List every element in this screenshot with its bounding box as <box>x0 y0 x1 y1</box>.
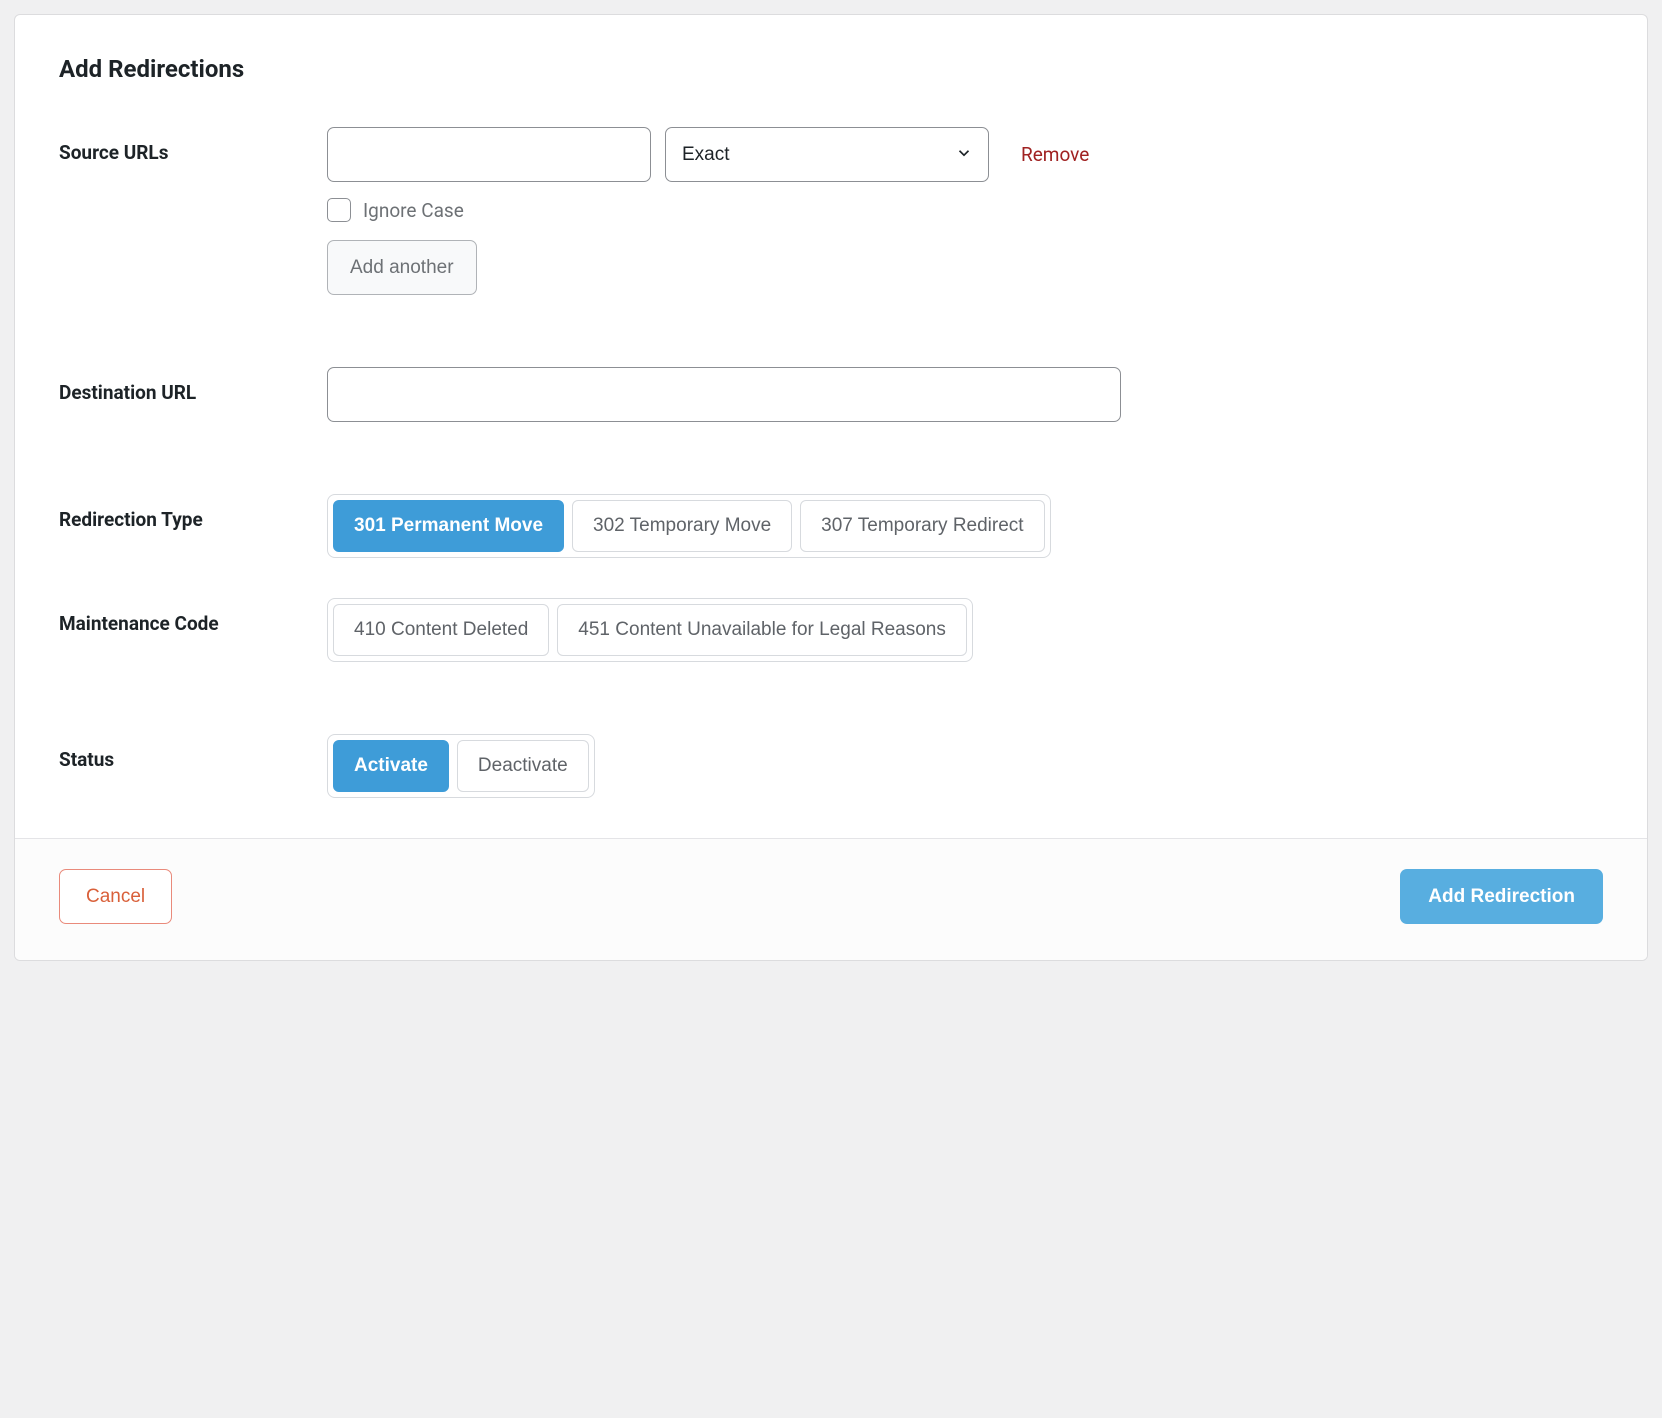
source-url-input[interactable] <box>327 127 651 182</box>
row-maintenance-code: Maintenance Code 410 Content Deleted 451… <box>59 598 1603 662</box>
maintenance-code-group: 410 Content Deleted 451 Content Unavaila… <box>327 598 973 662</box>
page-title: Add Redirections <box>59 55 1603 83</box>
card-footer: Cancel Add Redirection <box>15 838 1647 960</box>
status-activate[interactable]: Activate <box>333 740 449 792</box>
redirections-card: Add Redirections Source URLs Exact Remov… <box>14 14 1648 961</box>
row-status: Status Activate Deactivate <box>59 734 1603 798</box>
maintenance-code-451[interactable]: 451 Content Unavailable for Legal Reason… <box>557 604 967 656</box>
redirection-type-group: 301 Permanent Move 302 Temporary Move 30… <box>327 494 1051 558</box>
label-source-urls: Source URLs <box>59 127 327 164</box>
match-type-select[interactable]: Exact <box>665 127 989 182</box>
card-body: Add Redirections Source URLs Exact Remov… <box>15 15 1647 838</box>
row-redirection-type: Redirection Type 301 Permanent Move 302 … <box>59 494 1603 558</box>
remove-source-link[interactable]: Remove <box>1021 143 1089 166</box>
source-url-line: Exact Remove <box>327 127 1603 182</box>
maintenance-code-col: 410 Content Deleted 451 Content Unavaila… <box>327 598 1603 662</box>
label-status: Status <box>59 734 327 771</box>
match-type-select-wrap: Exact <box>665 127 989 182</box>
redirection-type-302[interactable]: 302 Temporary Move <box>572 500 792 552</box>
ignore-case-checkbox[interactable] <box>327 198 351 222</box>
status-group: Activate Deactivate <box>327 734 595 798</box>
add-redirection-button[interactable]: Add Redirection <box>1400 869 1603 924</box>
destination-url-input[interactable] <box>327 367 1121 422</box>
status-col: Activate Deactivate <box>327 734 1603 798</box>
row-destination: Destination URL <box>59 367 1603 422</box>
source-urls-col: Exact Remove Ignore Case Add another <box>327 127 1603 295</box>
row-source-urls: Source URLs Exact Remove <box>59 127 1603 295</box>
label-maintenance-code: Maintenance Code <box>59 598 327 635</box>
add-another-button[interactable]: Add another <box>327 240 477 295</box>
redirection-type-col: 301 Permanent Move 302 Temporary Move 30… <box>327 494 1603 558</box>
ignore-case-label: Ignore Case <box>363 199 464 222</box>
destination-col <box>327 367 1603 422</box>
ignore-case-row: Ignore Case <box>327 198 1603 222</box>
maintenance-code-410[interactable]: 410 Content Deleted <box>333 604 549 656</box>
status-deactivate[interactable]: Deactivate <box>457 740 589 792</box>
redirection-type-301[interactable]: 301 Permanent Move <box>333 500 564 552</box>
label-destination: Destination URL <box>59 367 327 404</box>
redirection-type-307[interactable]: 307 Temporary Redirect <box>800 500 1044 552</box>
cancel-button[interactable]: Cancel <box>59 869 172 924</box>
label-redirection-type: Redirection Type <box>59 494 327 531</box>
